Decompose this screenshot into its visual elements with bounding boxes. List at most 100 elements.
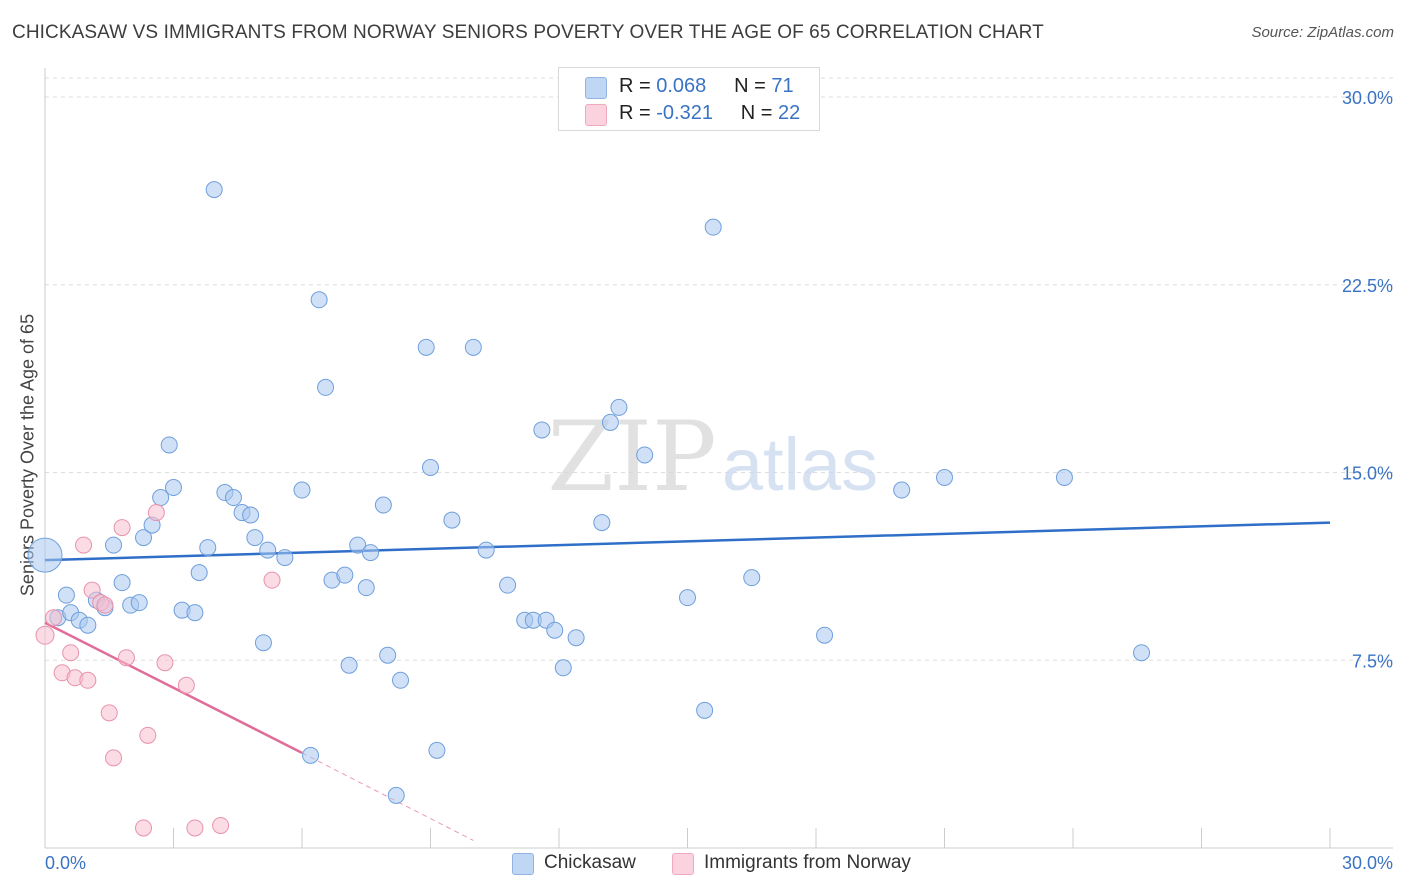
scatter-chart: ZIP atlas 7.5% 15.0% 22.5% 30.0% 0.0% 30.0% [0, 0, 1406, 892]
chickasaw-point [80, 617, 96, 633]
chickasaw-trend-line [45, 523, 1330, 561]
chickasaw-point [161, 437, 177, 453]
series-name: Immigrants from Norway [704, 852, 911, 874]
legend-swatch-blue [512, 853, 534, 875]
legend-n-label: N = [734, 75, 766, 97]
norway-point [264, 572, 280, 588]
chickasaw-point [705, 219, 721, 235]
legend-n-value: 71 [771, 75, 793, 97]
chickasaw-point [375, 497, 391, 513]
chickasaw-point [637, 447, 653, 463]
norway-point [148, 505, 164, 521]
norway-point [213, 817, 229, 833]
chickasaw-point [28, 538, 62, 572]
chickasaw-point [318, 379, 334, 395]
chickasaw-point [114, 575, 130, 591]
legend-swatch-blue [585, 77, 607, 99]
chickasaw-point [187, 605, 203, 621]
chickasaw-point [817, 627, 833, 643]
chickasaw-point [611, 399, 627, 415]
chickasaw-point [225, 490, 241, 506]
y-tick-label: 22.5% [1342, 276, 1393, 296]
series-name: Chickasaw [544, 852, 636, 874]
tick-labels: 7.5% 15.0% 22.5% 30.0% 0.0% 30.0% [45, 88, 1393, 873]
legend-n-label: N = [741, 102, 773, 124]
chickasaw-point [547, 622, 563, 638]
chickasaw-point [937, 470, 953, 486]
chickasaw-point [602, 414, 618, 430]
chickasaw-point [444, 512, 460, 528]
chickasaw-point [500, 577, 516, 593]
norway-point [101, 705, 117, 721]
chickasaw-point [594, 515, 610, 531]
norway-point [157, 655, 173, 671]
chickasaw-point [206, 182, 222, 198]
norway-point [118, 650, 134, 666]
chickasaw-point [534, 422, 550, 438]
legend-r-label: R = [619, 75, 651, 97]
chickasaw-point [697, 702, 713, 718]
legend-swatch-pink [585, 104, 607, 126]
chickasaw-point [277, 550, 293, 566]
chickasaw-point [166, 480, 182, 496]
norway-point [178, 677, 194, 693]
chickasaw-point [341, 657, 357, 673]
norway-point [136, 820, 152, 836]
watermark-atlas: atlas [722, 423, 878, 506]
norway-trend-extension [302, 753, 473, 841]
y-tick-label: 30.0% [1342, 88, 1393, 108]
chickasaw-point [58, 587, 74, 603]
chickasaw-point [680, 590, 696, 606]
chickasaw-point [429, 742, 445, 758]
norway-point [36, 626, 54, 644]
norway-point [106, 750, 122, 766]
norway-point [114, 520, 130, 536]
chickasaw-point [423, 459, 439, 475]
chickasaw-point [311, 292, 327, 308]
correlation-legend: R = 0.068 N = 71 R = -0.321 N = 22 [558, 67, 820, 131]
chickasaw-point [465, 339, 481, 355]
norway-point [80, 672, 96, 688]
chickasaw-point [106, 537, 122, 553]
watermark: ZIP atlas [547, 401, 878, 513]
legend-r-value: -0.321 [656, 102, 713, 124]
chickasaw-point [191, 565, 207, 581]
chickasaw-point [1134, 645, 1150, 661]
y-tick-label: 15.0% [1342, 464, 1393, 484]
norway-point [76, 537, 92, 553]
legend-r-label: R = [619, 102, 651, 124]
norway-point [140, 727, 156, 743]
chickasaw-point [568, 630, 584, 646]
norway-point [63, 645, 79, 661]
watermark-zip: ZIP [547, 401, 716, 513]
x-tick-label: 0.0% [45, 853, 86, 873]
chickasaw-point [393, 672, 409, 688]
chickasaw-point [200, 540, 216, 556]
chickasaw-point [243, 507, 259, 523]
chickasaw-point [255, 635, 271, 651]
chickasaw-point [894, 482, 910, 498]
chickasaw-point [363, 545, 379, 561]
chickasaw-point [388, 787, 404, 803]
axes [45, 68, 1393, 848]
norway-point [97, 597, 113, 613]
chickasaw-point [380, 647, 396, 663]
y-tick-label: 7.5% [1352, 651, 1393, 671]
x-tick-label: 30.0% [1342, 853, 1393, 873]
norway-point [187, 820, 203, 836]
trend-lines [45, 523, 1330, 841]
chickasaw-point [744, 570, 760, 586]
chickasaw-point [303, 747, 319, 763]
chickasaw-point [478, 542, 494, 558]
legend-swatch-pink [672, 853, 694, 875]
chickasaw-point [260, 542, 276, 558]
chickasaw-point [418, 339, 434, 355]
chickasaw-point [247, 530, 263, 546]
legend-r-value: 0.068 [656, 75, 706, 97]
chickasaw-point [131, 595, 147, 611]
chickasaw-point [358, 580, 374, 596]
chickasaw-point [337, 567, 353, 583]
chickasaw-point [294, 482, 310, 498]
norway-point [46, 610, 62, 626]
chickasaw-point [1056, 470, 1072, 486]
